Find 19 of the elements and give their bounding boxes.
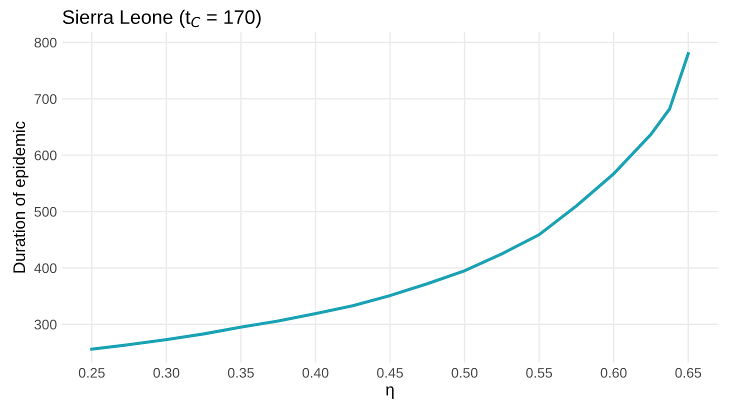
y-axis-title: Duration of epidemic — [12, 121, 28, 273]
y-tick-label: 700 — [34, 94, 57, 104]
x-tick-label: 0.50 — [452, 368, 478, 378]
y-tick-label: 400 — [34, 263, 57, 274]
x-tick-label: 0.30 — [153, 368, 180, 378]
x-axis-title: η — [386, 386, 394, 399]
x-tick-label: 0.55 — [526, 368, 552, 378]
x-tick-label: 0.65 — [675, 368, 702, 378]
chart-title: Sierra Leone (t$_{C}$ = 170) — [62, 10, 261, 28]
x-tick-label: 0.60 — [600, 368, 627, 378]
x-tick-label: 0.25 — [78, 368, 105, 378]
y-tick-label: 300 — [34, 320, 57, 330]
line-series — [90, 52, 690, 351]
x-tick-label: 0.40 — [302, 368, 328, 378]
y-tick-label: 500 — [34, 206, 57, 217]
x-tick-label: 0.45 — [377, 368, 403, 378]
y-tick-label: 600 — [34, 150, 57, 160]
y-tick-label: 800 — [34, 38, 57, 48]
x-tick-label: 0.35 — [228, 368, 254, 378]
